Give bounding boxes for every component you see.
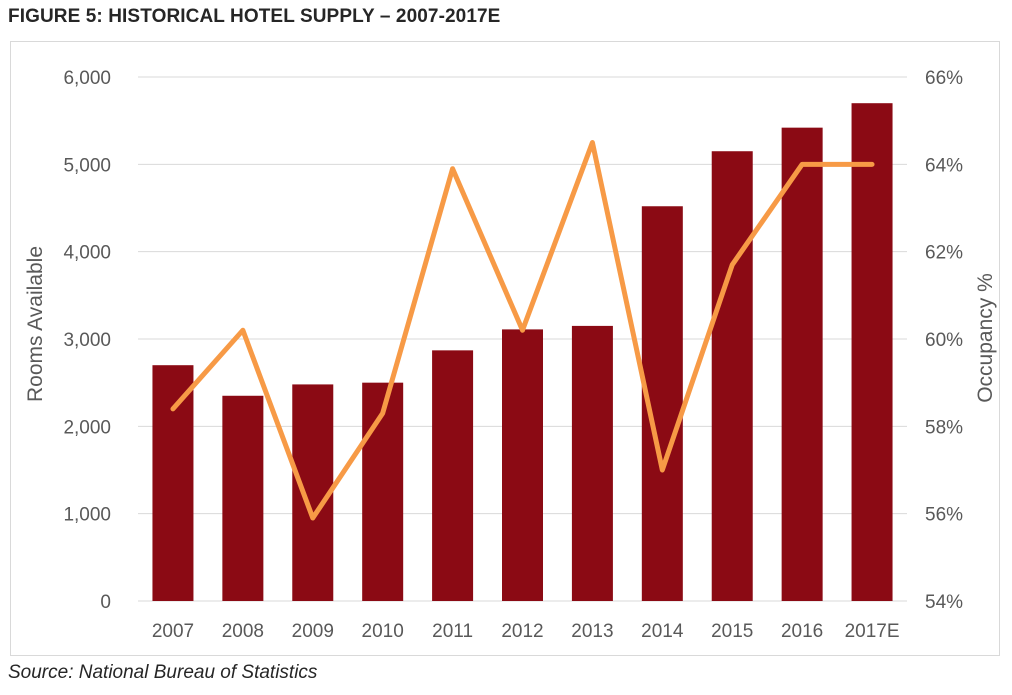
y2-tick-label: 54% [925, 592, 963, 613]
bar-2007 [152, 365, 194, 601]
figure-title: FIGURE 5: HISTORICAL HOTEL SUPPLY – 2007… [8, 6, 501, 27]
y2-tick-label: 66% [925, 68, 963, 89]
bar-2010 [362, 382, 404, 601]
y-tick-label: 2,000 [63, 417, 111, 438]
source-note: Source: National Bureau of Statistics [8, 662, 318, 683]
x-tick-label: 2011 [432, 621, 473, 642]
x-tick-label: 2016 [781, 621, 823, 642]
bar-2008 [222, 395, 264, 601]
y-tick-label: 4,000 [63, 243, 111, 264]
chart-frame [10, 41, 1000, 656]
x-tick-label: 2014 [641, 621, 684, 642]
occupancy-line [170, 140, 875, 521]
y-axis-left-title: Rooms Available [24, 246, 47, 402]
x-tick-label: 2010 [362, 621, 404, 642]
x-tick-label: 2008 [222, 621, 264, 642]
bar-2017E [851, 103, 893, 601]
y2-tick-label: 58% [925, 417, 963, 438]
y-tick-label: 5,000 [63, 155, 111, 176]
x-tick-label: 2012 [501, 621, 543, 642]
y2-tick-label: 64% [925, 155, 963, 176]
y-tick-label: 3,000 [63, 330, 111, 351]
y-tick-label: 6,000 [63, 68, 111, 89]
bar-2013 [571, 325, 613, 601]
bar-2011 [432, 350, 474, 601]
y-axis-right-ticks: 54% 56% 58% 60% 62% 64% 66% [925, 68, 963, 613]
bars [152, 103, 893, 602]
y-tick-label: 0 [100, 592, 111, 613]
y-axis-right-title: Occupancy % [974, 273, 997, 403]
x-tick-label: 2015 [711, 621, 753, 642]
y-tick-label: 1,000 [63, 505, 111, 526]
x-tick-label: 2017E [845, 621, 900, 642]
x-tick-label: 2007 [152, 621, 194, 642]
y-axis-left-ticks: 0 1,000 2,000 3,000 4,000 5,000 6,000 [63, 68, 111, 613]
bar-2016 [781, 127, 823, 602]
bar-2009 [292, 384, 334, 601]
y2-tick-label: 62% [925, 243, 963, 264]
y2-tick-label: 60% [925, 330, 963, 351]
bar-2015 [711, 151, 753, 601]
x-tick-label: 2009 [292, 621, 334, 642]
x-axis-ticks: 2007 2008 2009 2010 2011 2012 2013 2014 2015 2016… [152, 621, 900, 642]
y2-tick-label: 56% [925, 505, 963, 526]
x-tick-label: 2013 [571, 621, 613, 642]
bar-2012 [502, 329, 543, 601]
